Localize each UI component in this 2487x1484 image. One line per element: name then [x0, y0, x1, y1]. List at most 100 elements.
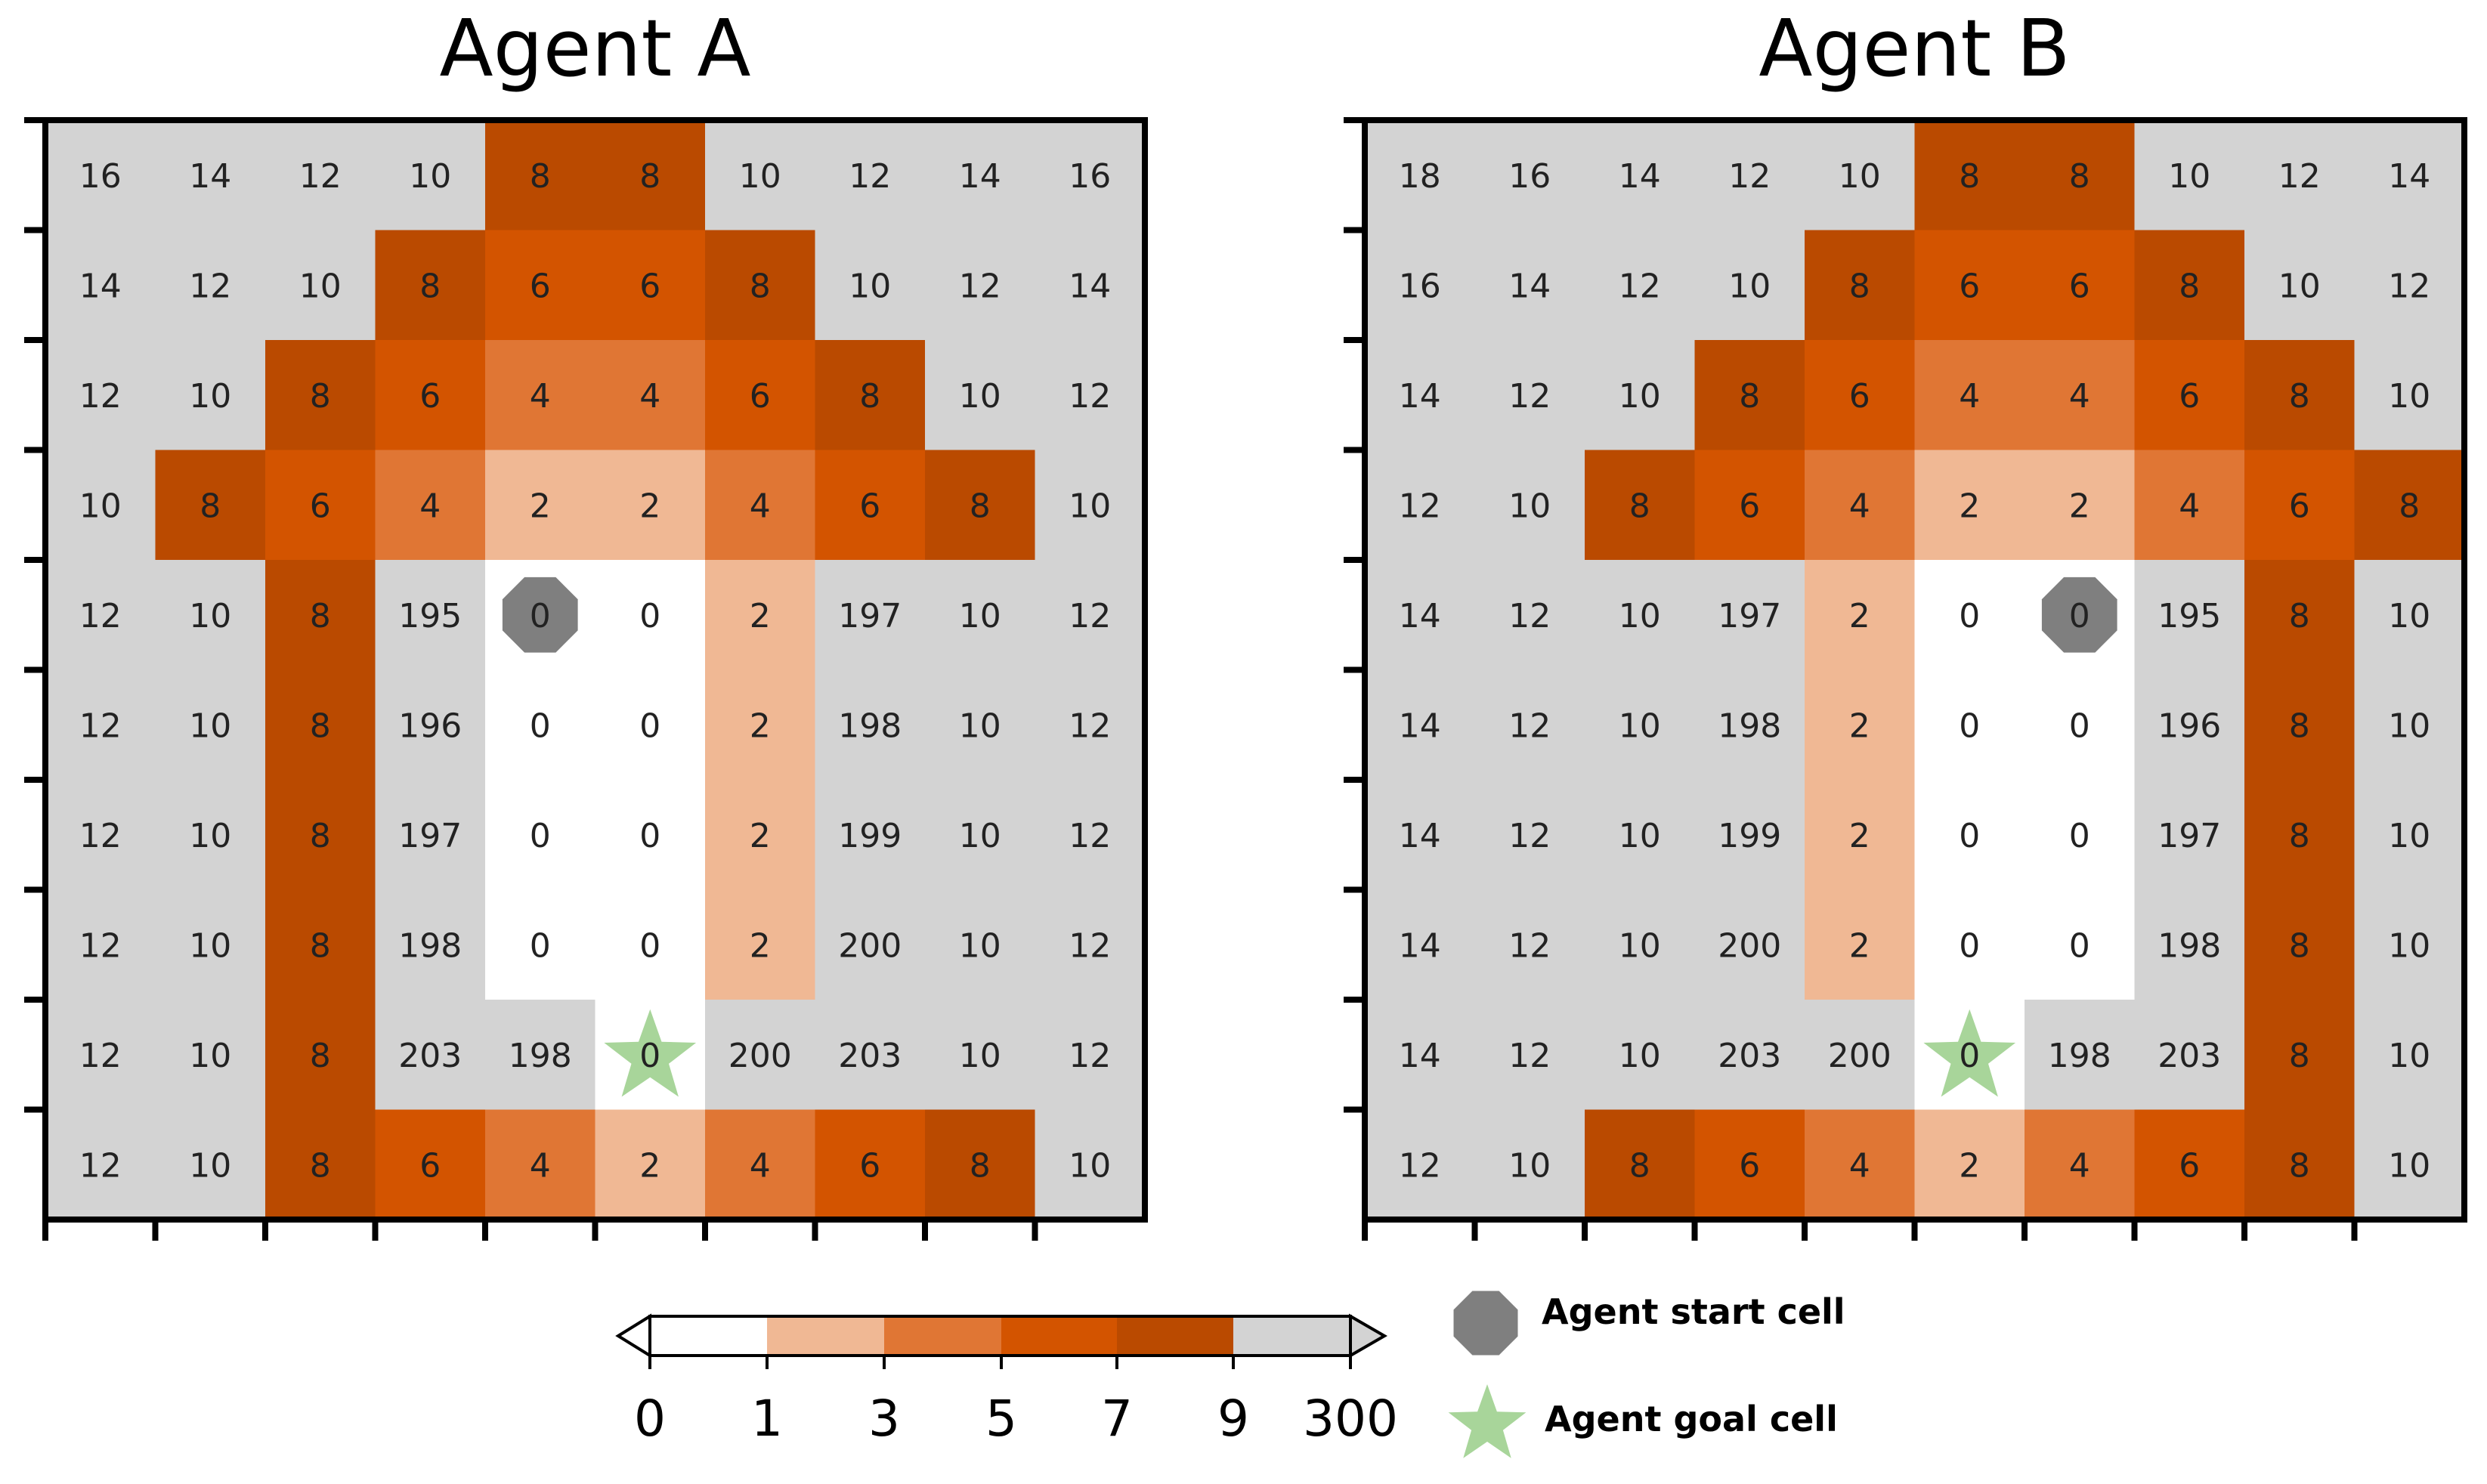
cell-value-label: 6: [310, 487, 331, 525]
colorbar: 0 1 3 5 7 9 300: [615, 1313, 1398, 1448]
cell-value-label: 14: [1399, 817, 1441, 855]
cell-value-label: 0: [1959, 1037, 1980, 1075]
heatmap-cell: [485, 669, 596, 781]
heatmap-cell: [1035, 230, 1146, 341]
cell-value-label: 8: [2289, 706, 2310, 745]
cell-value-label: 10: [2388, 1146, 2430, 1185]
heatmap-cell: [155, 450, 266, 561]
cell-value-label: 16: [1069, 157, 1111, 196]
cell-value-label: 10: [1728, 267, 1771, 305]
heatmap-cell: [2134, 780, 2245, 891]
cell-value-label: 14: [1399, 597, 1441, 635]
heatmap-cell: [45, 120, 156, 231]
heatmap-cell: [1365, 450, 1476, 561]
heatmap-cell: [265, 669, 376, 781]
cell-value-label: 12: [1508, 706, 1551, 745]
cell-value-label: 12: [1069, 926, 1111, 965]
cell-value-label: 199: [838, 817, 902, 855]
heatmap-cell: [1805, 450, 1916, 561]
cell-value-label: 8: [2179, 267, 2200, 305]
heatmap-cell: [1474, 340, 1585, 451]
cell-value-label: 12: [1069, 706, 1111, 745]
heatmap-cell: [375, 560, 486, 671]
heatmap-cell: [1585, 780, 1696, 891]
heatmap-cell: [1914, 669, 2025, 781]
heatmap-cell: [2244, 1000, 2356, 1111]
cell-value-label: 10: [2388, 706, 2430, 745]
cell-value-label: 198: [398, 926, 462, 965]
heatmap-cell: [2244, 120, 2356, 231]
cell-value-label: 8: [310, 1146, 331, 1185]
heatmap-cell: [595, 889, 706, 1000]
heatmap-cell: [375, 1000, 486, 1111]
cell-value-label: 197: [1718, 597, 1781, 635]
heatmap-cell: [2134, 450, 2245, 561]
cell-value-label: 12: [959, 267, 1001, 305]
heatmap-cell: [2134, 230, 2245, 341]
heatmap-cell: [155, 120, 266, 231]
cell-value-label: 12: [79, 377, 122, 416]
heatmap-cell: [265, 889, 376, 1000]
cell-value-label: 12: [79, 597, 122, 635]
heatmap-cell: [1474, 889, 1585, 1000]
cell-value-label: 12: [1399, 1146, 1441, 1185]
cell-value-label: 8: [310, 706, 331, 745]
heatmap-cell: [815, 230, 926, 341]
cell-value-label: 0: [2069, 706, 2090, 745]
heatmap-cell: [1035, 450, 1146, 561]
cell-value-label: 10: [959, 377, 1001, 416]
heatmap-cell: [1914, 1109, 2025, 1220]
heatmap-cell: [375, 230, 486, 341]
heatmap-cell: [1585, 889, 1696, 1000]
cell-value-label: 14: [79, 267, 122, 305]
cell-value-label: 198: [838, 706, 902, 745]
heatmap-cell: [2134, 1000, 2245, 1111]
heatmap-cell: [1694, 1109, 1805, 1220]
heatmap-cell: [925, 340, 1036, 451]
heatmap-cell: [1474, 120, 1585, 231]
heatmap-cell: [2244, 340, 2356, 451]
cell-value-label: 14: [959, 157, 1001, 196]
cell-value-label: 200: [1718, 926, 1781, 965]
cell-value-label: 14: [1399, 926, 1441, 965]
heatmap-cell: [2244, 450, 2356, 561]
cell-value-label: 4: [2069, 1146, 2090, 1185]
cell-value-label: 0: [639, 817, 660, 855]
cell-value-label: 10: [299, 267, 342, 305]
heatmap-cell: [1474, 1109, 1585, 1220]
heatmap-cell: [485, 120, 596, 231]
heatmap-cell: [485, 780, 596, 891]
heatmap-cell: [1585, 230, 1696, 341]
heatmap-cell: [375, 780, 486, 891]
heatmap-cell: [1035, 1109, 1146, 1220]
cell-value-label: 200: [838, 926, 902, 965]
colorbar-segment: [650, 1316, 768, 1356]
heatmap-cell: [2244, 669, 2356, 781]
cell-value-label: 10: [959, 706, 1001, 745]
cell-value-label: 198: [1718, 706, 1781, 745]
cell-value-label: 12: [79, 926, 122, 965]
cell-value-label: 8: [310, 597, 331, 635]
legend-start-label: Agent start cell: [1542, 1291, 1845, 1332]
heatmap-cell: [155, 230, 266, 341]
cell-value-label: 203: [838, 1037, 902, 1075]
colorbar-tick-label: 300: [1303, 1390, 1398, 1448]
heatmap-cell: [265, 780, 376, 891]
cell-value-label: 12: [1508, 926, 1551, 965]
heatmap-cell: [1474, 669, 1585, 781]
heatmap-cell: [2025, 120, 2136, 231]
cell-value-label: 203: [2158, 1037, 2221, 1075]
cell-value-label: 8: [1959, 157, 1980, 196]
cell-value-label: 12: [1508, 377, 1551, 416]
heatmap-cell: [1914, 780, 2025, 891]
cell-value-label: 8: [750, 267, 771, 305]
heatmap-cell: [1474, 230, 1585, 341]
cell-value-label: 8: [530, 157, 551, 196]
cell-value-label: 10: [2388, 597, 2430, 635]
cell-value-label: 10: [1069, 487, 1111, 525]
heatmap-cell: [1805, 889, 1916, 1000]
colorbar-tick-label: 5: [985, 1390, 1017, 1448]
cell-value-label: 16: [1508, 157, 1551, 196]
cell-value-label: 6: [419, 377, 441, 416]
heatmap-cell: [1805, 560, 1916, 671]
